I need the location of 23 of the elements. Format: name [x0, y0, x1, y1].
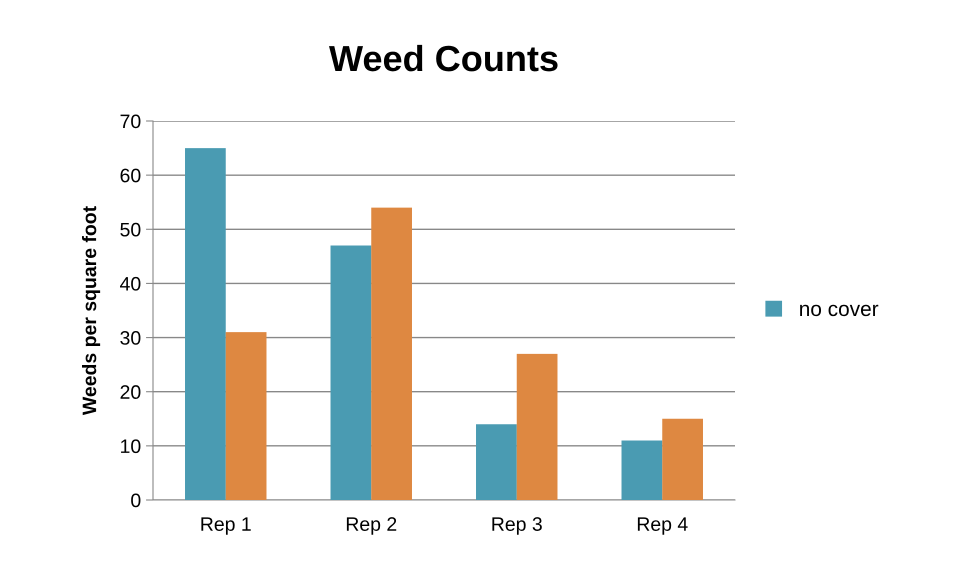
- chart-title: Weed Counts: [329, 44, 558, 72]
- bar: [185, 148, 226, 500]
- y-tick-label: 10: [121, 439, 140, 454]
- y-tick-label: 30: [120, 331, 140, 345]
- bar: [622, 440, 662, 500]
- bar: [516, 354, 558, 500]
- x-tick-label: Rep 1: [201, 517, 251, 535]
- y-tick-label: 50: [120, 222, 140, 237]
- y-tick-label: 20: [120, 385, 140, 399]
- bar: [226, 332, 266, 500]
- x-tick-label: Rep 2: [346, 517, 396, 535]
- y-tick-label: 70: [120, 114, 140, 128]
- y-axis-title: Weeds per square foot: [82, 206, 100, 416]
- bar: [662, 418, 703, 500]
- y-tick-label: 40: [120, 276, 140, 291]
- bar: [330, 246, 372, 500]
- legend-label: no cover: [800, 304, 878, 316]
- x-tick-label: Rep 3: [492, 517, 542, 535]
- y-tick-label: 60: [120, 168, 140, 182]
- bar: [371, 208, 412, 500]
- bar: [476, 424, 517, 500]
- y-tick-label: 0: [131, 493, 140, 508]
- x-tick-label: Rep 4: [638, 517, 688, 535]
